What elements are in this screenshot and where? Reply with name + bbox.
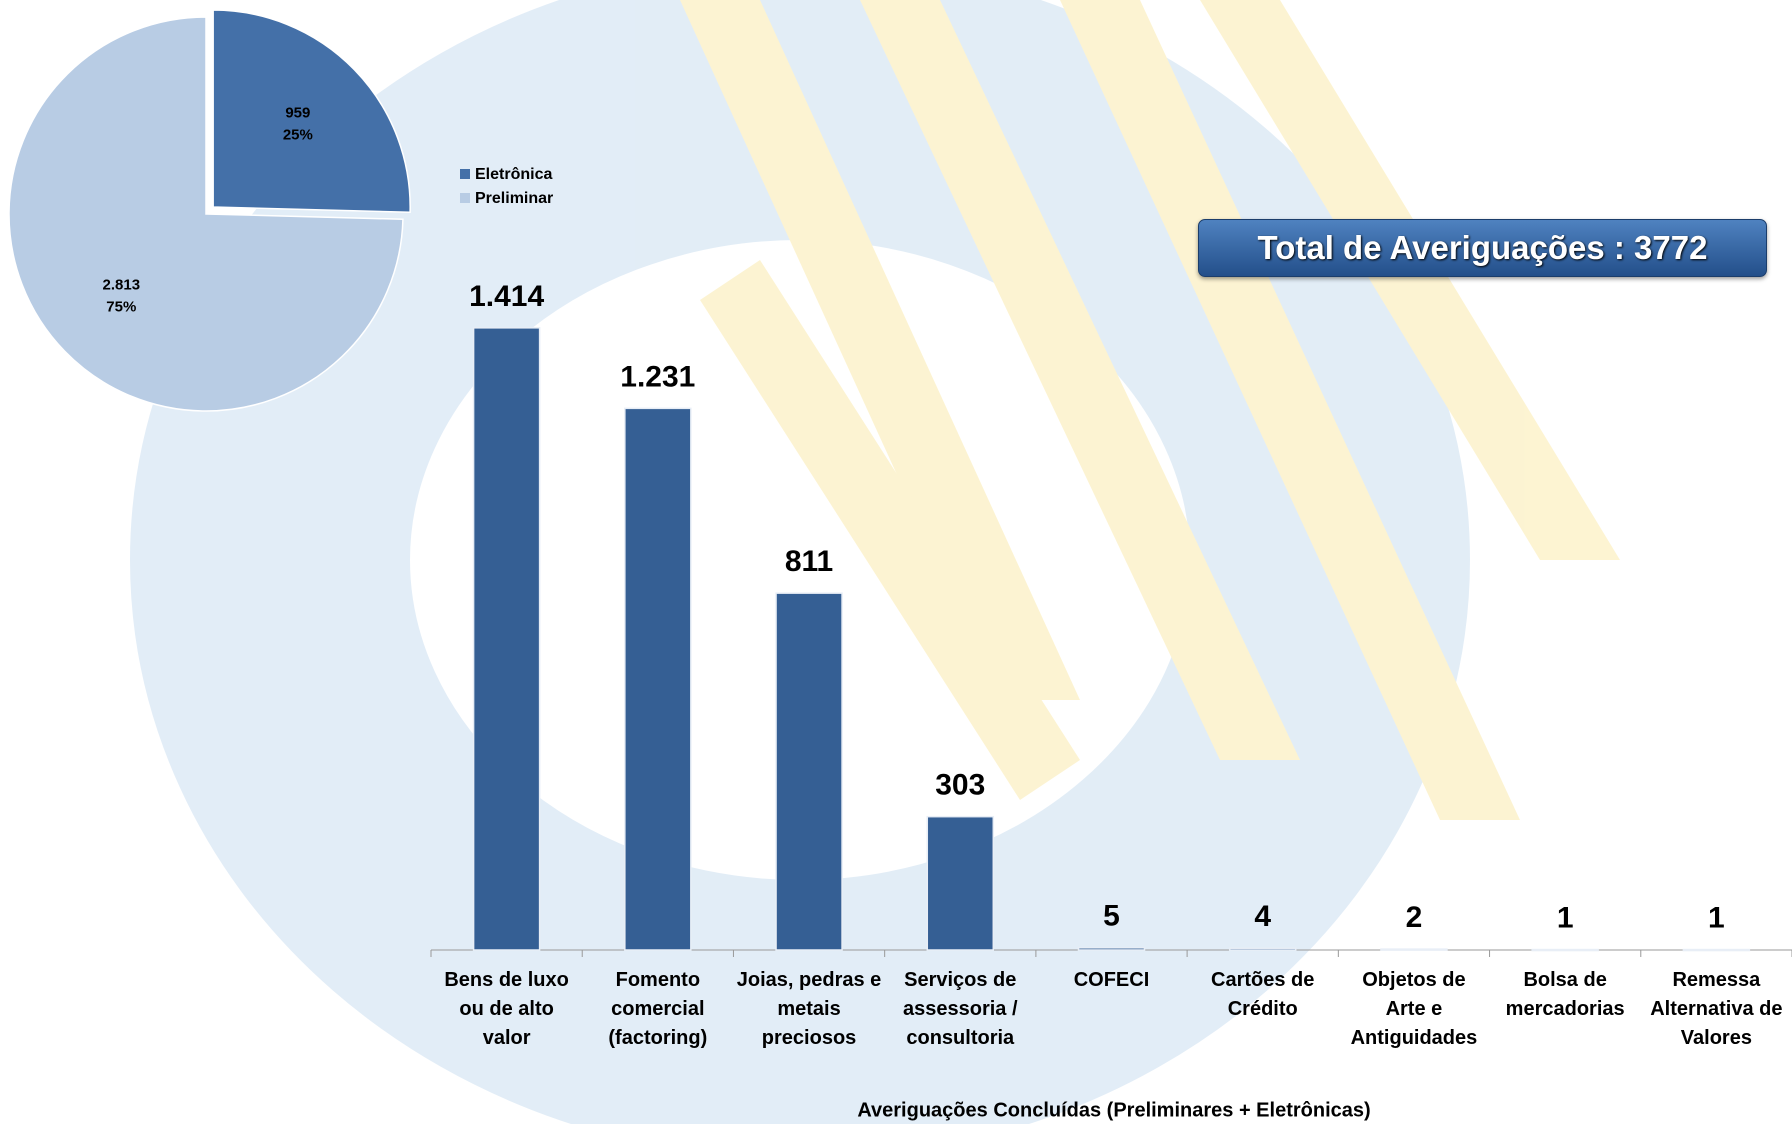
x-tick-label: Joias, pedras e metais preciosos <box>736 969 882 1049</box>
logo-stripes <box>680 0 1620 820</box>
slice-percent-label: 75% <box>106 298 136 315</box>
x-tick-label: Objetos de Arte e Antiguidades <box>1350 969 1478 1049</box>
bar-value-label: 1 <box>1557 901 1574 934</box>
bar-value-label: 811 <box>785 545 833 578</box>
bar <box>1077 947 1146 951</box>
bar-value-label: 1.231 <box>620 360 695 393</box>
bar <box>624 407 692 951</box>
x-tick-label: Serviços de assessoria / consultoria <box>903 969 1018 1049</box>
bar <box>1228 947 1297 951</box>
plot-area: 959 25% Eletrônica 2.813 75% Preliminar 1.414 1… <box>8 9 1792 957</box>
bar-value-label: 4 <box>1254 900 1271 933</box>
slice-value-label: 959 <box>285 105 310 122</box>
bar-value-label: 303 <box>935 769 985 802</box>
x-tick-label: Bolsa de mercadorias <box>1505 969 1625 1020</box>
legend-label: Preliminar <box>475 190 553 207</box>
legend-label: Eletrônica <box>475 166 552 183</box>
bar <box>926 815 995 951</box>
legend-swatch <box>460 169 470 179</box>
bar <box>1682 948 1751 952</box>
bar <box>1380 948 1448 951</box>
x-tick-label: COFECI <box>1073 969 1150 991</box>
bar <box>775 592 843 951</box>
x-tick-label: Bens de luxo ou de alto valor <box>444 969 569 1049</box>
bar-value-label: 2 <box>1406 901 1423 934</box>
bar-value-label: 1.414 <box>469 280 544 313</box>
x-tick-label: Fomento comercial (factoring) <box>608 969 708 1049</box>
background-logo <box>130 0 1620 1124</box>
pie-slice <box>212 9 411 214</box>
slice-value-label: 2.813 <box>103 276 141 293</box>
x-axis-title: Averiguações Concluídas (Preliminares + … <box>857 1099 1370 1121</box>
pie-slice <box>8 16 404 412</box>
bar-value-label: 1 <box>1708 901 1725 934</box>
legend-swatch <box>460 193 470 203</box>
bar <box>1531 948 1599 952</box>
total-banner: Total de Averiguações : 3772 <box>1198 219 1767 277</box>
slice-percent-label: 25% <box>283 127 313 144</box>
bar-value-label: 5 <box>1103 900 1120 933</box>
x-tick-label: Cartões de Crédito <box>1211 969 1315 1020</box>
bar <box>472 327 541 951</box>
x-tick-label: Remessa Alternativa de Valores <box>1650 969 1783 1049</box>
